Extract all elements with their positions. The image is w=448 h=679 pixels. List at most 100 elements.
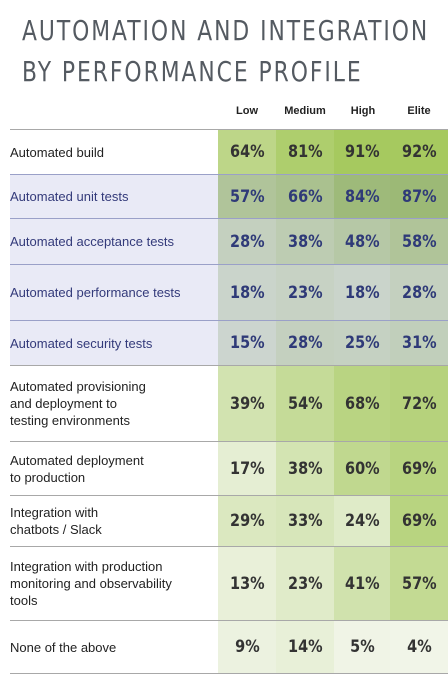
row-label-line: Integration with production <box>10 559 163 574</box>
value-label: 64% <box>229 142 265 162</box>
value-cell-medium: 38% <box>276 441 334 496</box>
heatmap-table: Automated build 64% 81% 91% 92% Automated uni… <box>10 129 448 674</box>
row-label: Automated deployment to production <box>10 441 218 496</box>
value-cell-medium: 54% <box>276 365 334 442</box>
value-label: 23% <box>287 573 323 594</box>
value-cell-low: 57% <box>218 174 276 219</box>
value-label: 57% <box>401 573 437 594</box>
value-label: 4% <box>406 637 432 657</box>
value-cell-medium: 14% <box>276 620 334 674</box>
value-cell-medium: 81% <box>276 129 334 175</box>
value-label: 18% <box>344 282 380 303</box>
row-label-line: Integration with <box>10 505 99 520</box>
value-cell-elite: 69% <box>390 495 448 547</box>
value-cell-medium: 33% <box>276 495 334 547</box>
row-label-line: Automated performance tests <box>10 285 181 300</box>
value-cell-high: 91% <box>334 129 390 175</box>
value-label: 81% <box>287 142 323 162</box>
value-label: 5% <box>349 637 375 657</box>
row-label: Integration with chatbots / Slack <box>10 495 218 547</box>
row-label-line: Automated build <box>10 144 104 160</box>
table-row: Automated build 64% 81% 91% 92% <box>10 129 448 175</box>
row-label: Automated provisioning and deployment to t… <box>10 365 218 442</box>
column-header-high: High <box>350 105 376 117</box>
value-label: 68% <box>344 393 380 414</box>
value-cell-low: 28% <box>218 218 276 265</box>
value-label: 60% <box>344 458 380 479</box>
value-label: 25% <box>344 333 380 353</box>
value-cell-elite: 31% <box>390 320 448 366</box>
table-row: Automated acceptance tests 28% 38% 48% 58% <box>10 218 448 265</box>
value-cell-elite: 57% <box>390 546 448 621</box>
value-label: 87% <box>401 186 437 207</box>
value-label: 54% <box>287 393 323 414</box>
row-label: Automated performance tests <box>10 264 218 321</box>
value-cell-low: 29% <box>218 495 276 547</box>
table-row: Integration with chatbots / Slack 29% 33% 24… <box>10 495 448 547</box>
value-label: 28% <box>229 231 265 252</box>
value-label: 92% <box>401 142 437 162</box>
value-label: 38% <box>287 458 323 479</box>
row-label: Automated acceptance tests <box>10 218 218 265</box>
table-row: Automated security tests 15% 28% 25% 31% <box>10 320 448 366</box>
value-label: 66% <box>287 186 323 207</box>
value-cell-high: 5% <box>334 620 390 674</box>
chart-title: AUTOMATION AND INTEGRATION BY PERFORMANC… <box>22 10 429 92</box>
value-label: 15% <box>229 333 265 353</box>
value-label: 39% <box>229 393 265 414</box>
row-label-line: to production <box>10 469 86 485</box>
row-label: Integration with production monitoring an… <box>10 546 218 621</box>
title-line-2: BY PERFORMANCE PROFILE <box>22 55 363 88</box>
row-label-line: monitoring and observability <box>10 576 172 591</box>
value-label: 13% <box>229 573 265 594</box>
value-label: 9% <box>234 637 260 657</box>
table-row: None of the above 9% 14% 5% 4% <box>10 620 448 674</box>
value-cell-low: 15% <box>218 320 276 366</box>
value-label: 28% <box>401 282 437 303</box>
table-row: Integration with production monitoring an… <box>10 546 448 621</box>
value-cell-elite: 87% <box>390 174 448 219</box>
table-row: Automated deployment to production 17% 38% 6… <box>10 441 448 496</box>
value-label: 17% <box>229 458 265 479</box>
row-label-line: Automated security tests <box>10 335 153 351</box>
value-cell-low: 13% <box>218 546 276 621</box>
value-label: 41% <box>344 573 380 594</box>
column-header-elite: Elite <box>407 105 431 117</box>
value-label: 48% <box>344 231 380 252</box>
value-cell-low: 9% <box>218 620 276 674</box>
value-label: 72% <box>401 393 437 414</box>
value-cell-high: 25% <box>334 320 390 366</box>
table-row: Automated provisioning and deployment to t… <box>10 365 448 442</box>
row-label: Automated build <box>10 129 218 175</box>
value-cell-elite: 69% <box>390 441 448 496</box>
value-cell-low: 64% <box>218 129 276 175</box>
value-label: 33% <box>287 511 323 531</box>
value-cell-medium: 23% <box>276 546 334 621</box>
value-cell-medium: 28% <box>276 320 334 366</box>
value-label: 24% <box>344 511 380 531</box>
title-line-1: AUTOMATION AND INTEGRATION <box>22 14 430 47</box>
value-cell-high: 84% <box>334 174 390 219</box>
row-label-line: Automated deployment <box>10 452 144 468</box>
value-label: 57% <box>229 186 265 207</box>
column-header-low: Low <box>236 105 258 117</box>
value-label: 38% <box>287 231 323 252</box>
value-cell-elite: 58% <box>390 218 448 265</box>
value-cell-medium: 38% <box>276 218 334 265</box>
value-label: 69% <box>401 511 437 531</box>
value-label: 69% <box>401 458 437 479</box>
column-header-medium: Medium <box>284 105 326 117</box>
value-label: 14% <box>287 637 323 657</box>
value-cell-medium: 66% <box>276 174 334 219</box>
row-label-line: Automated acceptance tests <box>10 234 175 249</box>
value-cell-high: 68% <box>334 365 390 442</box>
value-cell-high: 48% <box>334 218 390 265</box>
row-label-line: and deployment to <box>10 396 117 411</box>
value-cell-high: 24% <box>334 495 390 547</box>
value-cell-elite: 28% <box>390 264 448 321</box>
value-cell-elite: 4% <box>390 620 448 674</box>
value-cell-high: 60% <box>334 441 390 496</box>
row-label-line: testing environments <box>10 413 130 428</box>
value-cell-low: 17% <box>218 441 276 496</box>
value-cell-high: 41% <box>334 546 390 621</box>
